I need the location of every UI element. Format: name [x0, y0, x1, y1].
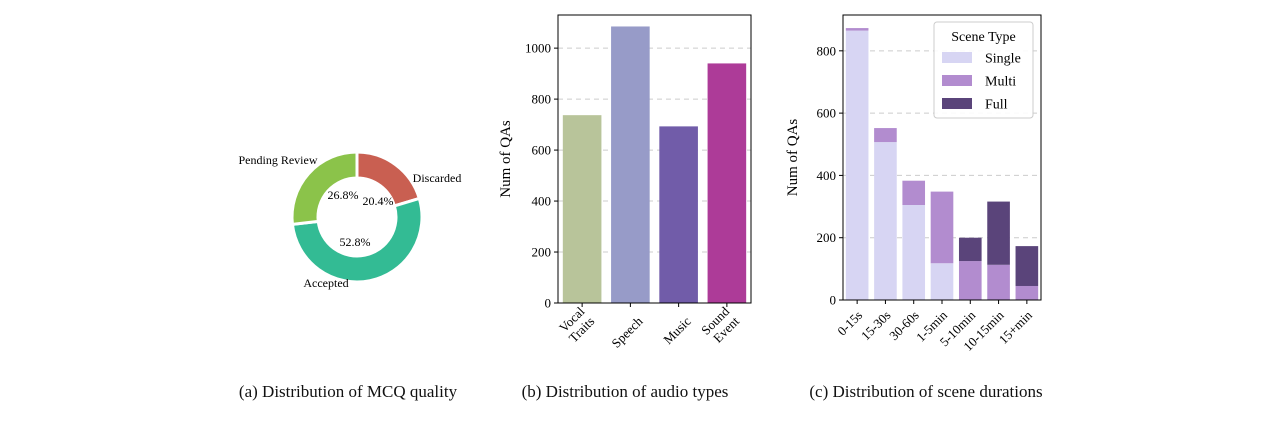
pie-slice-pending-review — [290, 150, 359, 226]
pie-slice-accepted — [290, 196, 424, 284]
xtick-label-line: Music — [660, 313, 694, 347]
xtick-label-15-30s: 15-30s — [858, 308, 894, 344]
bar-15+min-full — [1015, 246, 1039, 286]
chart-b-ylabel: Num of QAs — [498, 120, 514, 198]
chart-c-ytick-label: 200 — [817, 230, 837, 245]
legend-label-single: Single — [985, 52, 1021, 67]
chart-c-ytick-label: 800 — [817, 43, 837, 58]
pie-label-accepted: Accepted — [303, 276, 348, 290]
legend-swatch-full — [942, 98, 972, 109]
chart-c-ytick-label: 600 — [817, 106, 837, 121]
chart-b-ytick-label: 1000 — [525, 41, 551, 56]
legend-swatch-single — [942, 52, 972, 63]
bar-music — [659, 126, 698, 304]
bar-0-15s-single — [845, 30, 869, 301]
pie-pct-accepted: 52.8% — [340, 235, 371, 249]
pie-pct-discarded: 20.4% — [363, 194, 394, 208]
bar-sound-event — [707, 63, 747, 304]
legend-label-multi: Multi — [985, 75, 1016, 90]
bar-15-30s-multi — [874, 128, 897, 143]
bar-30-60s-single — [902, 205, 926, 300]
chart-b-ytick-label: 800 — [532, 92, 552, 107]
legend-label-full: Full — [985, 98, 1008, 113]
chart-c-ylabel: Num of QAs — [785, 119, 801, 197]
bar-speech — [611, 26, 650, 304]
bar-0-15s-multi — [845, 28, 869, 31]
chart-b-ytick-label: 400 — [532, 194, 552, 209]
xtick-label-line: Speech — [608, 313, 646, 351]
bar-5-10min-full — [958, 237, 982, 262]
bar-10-15min-multi — [987, 264, 1010, 300]
chart-c-ytick-label: 0 — [830, 293, 837, 308]
bar-30-60s-multi — [902, 180, 926, 205]
bar-1-5min-single — [930, 263, 954, 300]
bar-vocal-traits — [562, 115, 602, 303]
xtick-label-speech: Speech — [608, 313, 646, 351]
chart-c-ytick-label: 400 — [817, 168, 837, 183]
pie-label-pending-review: Pending Review — [239, 153, 318, 167]
bar-5-10min-multi — [958, 261, 982, 300]
legend-box — [933, 21, 1034, 119]
legend-swatch-multi — [942, 75, 972, 86]
chart-c-frame — [842, 14, 1042, 301]
bar-15+min-multi — [1015, 285, 1039, 300]
bar-1-5min-multi — [930, 191, 954, 264]
caption-a: (a) Distribution of MCQ quality — [238, 382, 458, 401]
xtick-label-music: Music — [660, 313, 694, 347]
chart-b-frame — [557, 14, 752, 304]
bar-15-30s-single — [874, 142, 897, 300]
chart-b-ytick-label: 600 — [532, 143, 552, 158]
bar-10-15min-full — [987, 201, 1010, 265]
chart-b-ytick-label: 200 — [532, 245, 552, 260]
pie-pct-pending-review: 26.8% — [328, 188, 359, 202]
legend-title: Scene Type — [951, 30, 1015, 45]
caption-b: (b) Distribution of audio types — [521, 382, 729, 401]
caption-c: (c) Distribution of scene durations — [809, 382, 1043, 401]
pie-label-discarded: Discarded — [413, 171, 462, 185]
chart-b-ytick-label: 0 — [545, 296, 552, 311]
